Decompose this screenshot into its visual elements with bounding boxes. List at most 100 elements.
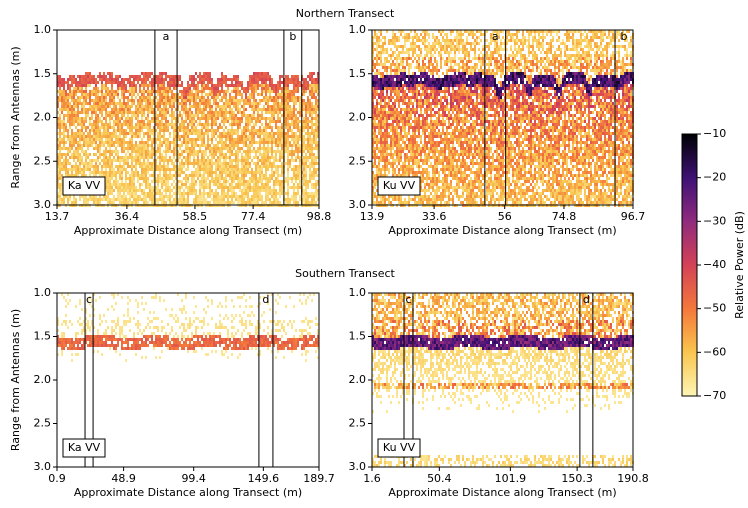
echogram-pixel xyxy=(141,93,143,96)
echogram-pixel xyxy=(79,117,81,120)
echogram-pixel xyxy=(191,75,193,78)
echogram-pixel xyxy=(141,144,143,147)
echogram-pixel xyxy=(372,96,374,99)
echogram-pixel xyxy=(111,78,113,81)
echogram-pixel xyxy=(259,171,261,174)
echogram-pixel xyxy=(257,105,259,108)
echogram-pixel xyxy=(257,171,259,174)
echogram-pixel xyxy=(313,108,315,111)
echogram-pixel xyxy=(261,132,263,135)
echogram-pixel xyxy=(380,198,382,201)
echogram-pixel xyxy=(213,162,215,165)
echogram-pixel xyxy=(249,138,251,141)
echogram-pixel xyxy=(251,174,253,177)
echogram-pixel xyxy=(147,84,149,87)
echogram-pixel xyxy=(261,201,263,204)
echogram-pixel xyxy=(61,201,63,204)
echogram-pixel xyxy=(380,102,382,105)
echogram-pixel xyxy=(273,105,275,108)
echogram-pixel xyxy=(269,180,271,183)
echogram-pixel xyxy=(315,78,317,81)
echogram-pixel xyxy=(193,177,195,180)
echogram-pixel xyxy=(257,108,259,111)
echogram-pixel xyxy=(139,105,141,108)
echogram-pixel xyxy=(219,111,221,114)
echogram-pixel xyxy=(386,150,388,153)
echogram-pixel xyxy=(137,147,139,150)
echogram-pixel xyxy=(155,123,157,126)
echogram-pixel xyxy=(384,36,386,39)
echogram-pixel xyxy=(189,150,191,153)
echogram-pixel xyxy=(281,171,283,174)
echogram-pixel xyxy=(380,96,382,99)
echogram-pixel xyxy=(85,198,87,201)
echogram-pixel xyxy=(107,126,109,129)
echogram-pixel xyxy=(241,183,243,186)
echogram-pixel xyxy=(307,120,309,123)
echogram-pixel xyxy=(269,189,271,192)
echogram-pixel xyxy=(109,198,111,201)
echogram-pixel xyxy=(59,147,61,150)
echogram-pixel xyxy=(221,153,223,156)
echogram-pixel xyxy=(376,171,378,174)
echogram-pixel xyxy=(121,90,123,93)
echogram-pixel xyxy=(247,192,249,195)
echogram-pixel xyxy=(167,87,169,90)
echogram-pixel xyxy=(201,192,203,195)
echogram-pixel xyxy=(69,120,71,123)
echogram-pixel xyxy=(89,90,91,93)
echogram-pixel xyxy=(157,99,159,102)
echogram-pixel xyxy=(87,165,89,168)
echogram-pixel xyxy=(127,108,129,111)
echogram-pixel xyxy=(384,48,386,51)
echogram-pixel xyxy=(75,84,77,87)
echogram-pixel xyxy=(219,108,221,111)
echogram-pixel xyxy=(305,189,307,192)
echogram-pixel xyxy=(303,168,305,171)
echogram-pixel xyxy=(261,186,263,189)
echogram-pixel xyxy=(231,201,233,204)
echogram-pixel xyxy=(121,93,123,96)
echogram-pixel xyxy=(189,96,191,99)
echogram-pixel xyxy=(239,150,241,153)
echogram-pixel xyxy=(169,168,171,171)
echogram-pixel xyxy=(147,117,149,120)
echogram-pixel xyxy=(279,126,281,129)
echogram-pixel xyxy=(115,198,117,201)
echogram-pixel xyxy=(159,129,161,132)
echogram-pixel xyxy=(125,159,127,162)
echogram-pixel xyxy=(167,81,169,84)
echogram-pixel xyxy=(141,72,143,75)
echogram-pixel xyxy=(257,81,259,84)
echogram-pixel xyxy=(89,102,91,105)
echogram-pixel xyxy=(239,177,241,180)
echogram-pixel xyxy=(241,87,243,90)
echogram-pixel xyxy=(123,96,125,99)
echogram-pixel xyxy=(107,156,109,159)
echogram-pixel xyxy=(386,78,388,81)
echogram-pixel xyxy=(125,96,127,99)
echogram-pixel xyxy=(105,117,107,120)
echogram-pixel xyxy=(311,90,313,93)
echogram-pixel xyxy=(380,123,382,126)
echogram-pixel xyxy=(115,150,117,153)
echogram-pixel xyxy=(213,192,215,195)
echogram-pixel xyxy=(376,111,378,114)
echogram-pixel xyxy=(382,105,384,108)
echogram-pixel xyxy=(376,99,378,102)
echogram-pixel xyxy=(315,84,317,87)
echogram-pixel xyxy=(133,126,135,129)
echogram-pixel xyxy=(317,102,319,105)
echogram-pixel xyxy=(309,171,311,174)
echogram-pixel xyxy=(221,117,223,120)
echogram-pixel xyxy=(79,96,81,99)
echogram-pixel xyxy=(211,114,213,117)
echogram-pixel xyxy=(311,153,313,156)
echogram-pixel xyxy=(85,141,87,144)
echogram-pixel xyxy=(219,177,221,180)
echogram-pixel xyxy=(229,111,231,114)
echogram-pixel xyxy=(137,135,139,138)
echogram-pixel xyxy=(183,171,185,174)
echogram-pixel xyxy=(117,150,119,153)
echogram-pixel xyxy=(271,126,273,129)
